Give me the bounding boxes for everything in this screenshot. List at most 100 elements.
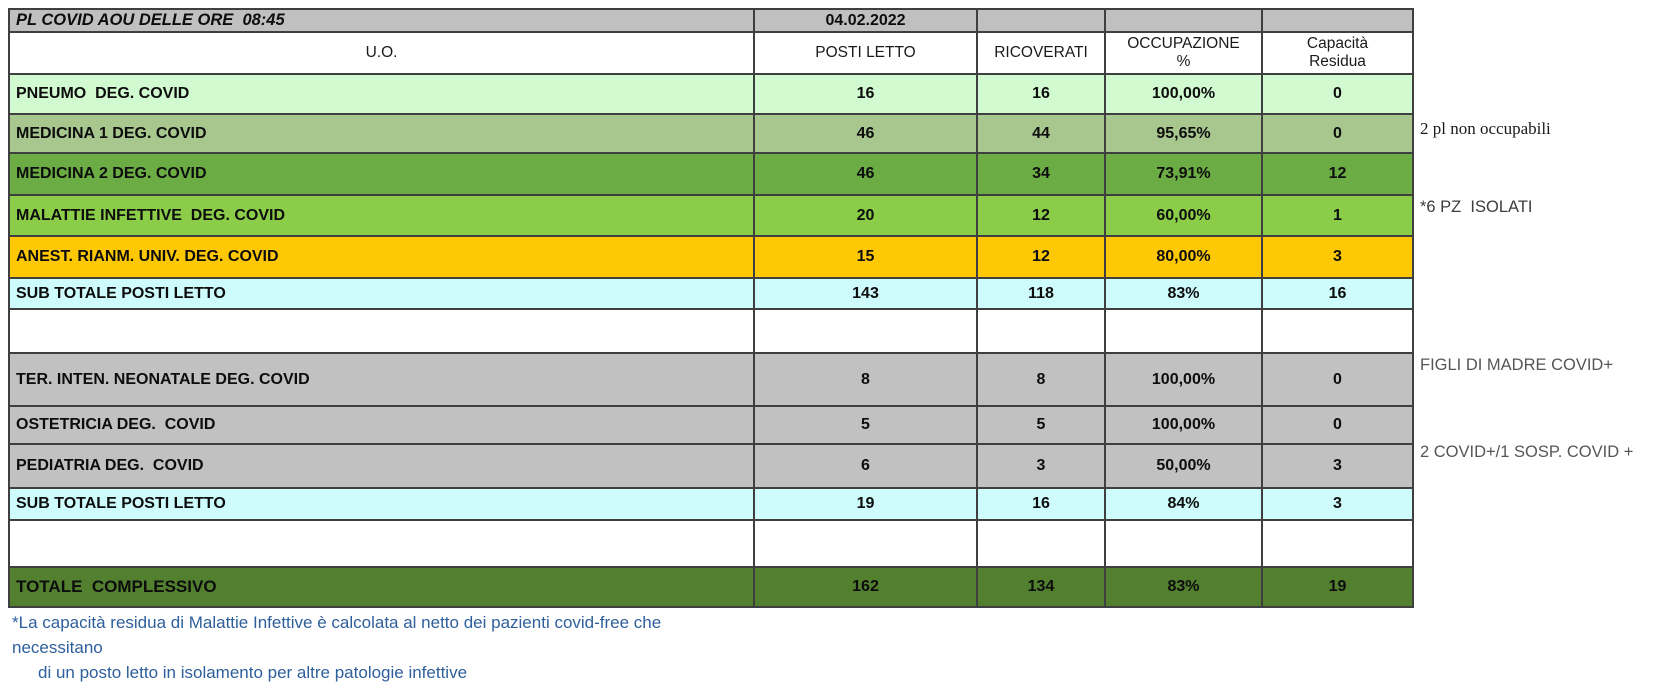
capacita-cell: 3 xyxy=(1333,457,1342,474)
table-header-row: U.O. POSTI LETTO RICOVERATI OCCUPAZIONE … xyxy=(10,33,1412,75)
table-row-totale-complessivo: TOTALE COMPLESSIVO 162 134 83% 19 xyxy=(10,568,1412,606)
uo-cell xyxy=(10,310,755,352)
note-pediatria: 2 COVID+/1 SOSP. COVID + xyxy=(1420,443,1634,461)
posti-letto-cell: 19 xyxy=(755,489,978,519)
uo-cell: PEDIATRIA DEG. COVID xyxy=(10,445,755,487)
capacita-cell: 12 xyxy=(1328,165,1347,182)
table-row-empty xyxy=(10,521,1412,568)
posti-letto-cell: 15 xyxy=(755,237,978,277)
posti-letto-cell: 8 xyxy=(755,354,978,405)
capacita-cell: 0 xyxy=(1333,370,1342,388)
occupazione-cell xyxy=(1106,310,1263,352)
capacita-cell: 19 xyxy=(1328,578,1347,595)
footnote: *La capacità residua di Malattie Infetti… xyxy=(12,610,661,685)
ricoverati-cell: 8 xyxy=(978,354,1106,405)
report-date: 04.02.2022 xyxy=(755,10,978,31)
capacita-cell xyxy=(1263,521,1412,566)
capacita-cell: 3 xyxy=(1333,495,1342,512)
ricoverati-cell: 16 xyxy=(978,489,1106,519)
table-row-malattie-infettive: MALATTIE INFETTIVE DEG. COVID 20 12 60,0… xyxy=(10,196,1412,237)
ricoverati-cell: 3 xyxy=(978,445,1106,487)
table-row-subtotale-2: SUB TOTALE POSTI LETTO 19 16 84% 3 xyxy=(10,489,1412,521)
uo-cell: MALATTIE INFETTIVE DEG. COVID xyxy=(10,196,755,235)
capacita-cell: 1 xyxy=(1333,206,1342,224)
note-neonatale: FIGLI DI MADRE COVID+ xyxy=(1420,356,1613,374)
uo-cell xyxy=(10,521,755,566)
occupazione-cell: 100,00% xyxy=(1106,354,1263,405)
uo-cell: PNEUMO DEG. COVID xyxy=(10,75,755,113)
occupazione-cell: 100,00% xyxy=(1106,407,1263,443)
occupazione-cell: 50,00% xyxy=(1106,445,1263,487)
uo-cell: SUB TOTALE POSTI LETTO xyxy=(10,279,755,308)
table-row-medicina-1: MEDICINA 1 DEG. COVID 46 44 95,65% 0 xyxy=(10,115,1412,154)
note-malattie-infettive: *6 PZ ISOLATI xyxy=(1420,198,1533,216)
capacita-cell: 16 xyxy=(1328,284,1347,302)
occupazione-cell: 95,65% xyxy=(1106,115,1263,152)
table-row-ostetricia: OSTETRICIA DEG. COVID 5 5 100,00% 0 xyxy=(10,407,1412,445)
posti-letto-cell: 5 xyxy=(755,407,978,443)
uo-cell: OSTETRICIA DEG. COVID xyxy=(10,407,755,443)
uo-cell: TOTALE COMPLESSIVO xyxy=(10,568,755,606)
occupazione-cell: 80,00% xyxy=(1106,237,1263,277)
col-header-uo: U.O. xyxy=(10,33,755,73)
uo-cell: MEDICINA 1 DEG. COVID xyxy=(10,115,755,152)
title-spacer-cell xyxy=(1106,10,1263,31)
posti-letto-cell: 20 xyxy=(755,196,978,235)
capacita-cell: 0 xyxy=(1333,124,1342,142)
note-medicina-1: 2 pl non occupabili xyxy=(1420,119,1551,138)
posti-letto-cell: 162 xyxy=(755,568,978,606)
ricoverati-cell xyxy=(978,310,1106,352)
uo-cell: MEDICINA 2 DEG. COVID xyxy=(10,154,755,194)
table-row-medicina-2: MEDICINA 2 DEG. COVID 46 34 73,91% 12 xyxy=(10,154,1412,196)
table-row-subtotale-1: SUB TOTALE POSTI LETTO 143 118 83% 16 xyxy=(10,279,1412,310)
table-row-ter-inten-neonatale: TER. INTEN. NEONATALE DEG. COVID 8 8 100… xyxy=(10,354,1412,407)
occupazione-cell: 100,00% xyxy=(1106,75,1263,113)
table-row-empty xyxy=(10,310,1412,354)
footnote-line-2: necessitano xyxy=(12,638,103,657)
uo-cell: ANEST. RIANM. UNIV. DEG. COVID xyxy=(10,237,755,277)
table-row-pneumo: PNEUMO DEG. COVID 16 16 100,00% 0 xyxy=(10,75,1412,115)
col-header-ricoverati: RICOVERATI xyxy=(978,33,1106,73)
ricoverati-cell: 16 xyxy=(978,75,1106,113)
covid-bed-table: PL COVID AOU DELLE ORE 08:45 04.02.2022 … xyxy=(8,8,1414,608)
table-row-title: PL COVID AOU DELLE ORE 08:45 04.02.2022 xyxy=(10,10,1412,33)
ricoverati-cell: 12 xyxy=(978,237,1106,277)
ricoverati-cell: 5 xyxy=(978,407,1106,443)
footnote-line-3: di un posto letto in isolamento per altr… xyxy=(38,663,468,682)
posti-letto-cell: 46 xyxy=(755,115,978,152)
table-row-pediatria: PEDIATRIA DEG. COVID 6 3 50,00% 3 xyxy=(10,445,1412,489)
title-spacer-cell xyxy=(978,10,1106,31)
ricoverati-cell: 134 xyxy=(978,568,1106,606)
title-spacer-cell xyxy=(1263,10,1412,31)
col-header-occupazione: OCCUPAZIONE % xyxy=(1106,33,1263,73)
footnote-line-1: *La capacità residua di Malattie Infetti… xyxy=(12,613,662,632)
report-title: PL COVID AOU DELLE ORE 08:45 xyxy=(10,10,755,31)
capacita-cell xyxy=(1263,310,1412,352)
col-header-capacita: Capacità Residua xyxy=(1306,35,1369,70)
ricoverati-cell: 12 xyxy=(978,196,1106,235)
uo-cell: TER. INTEN. NEONATALE DEG. COVID xyxy=(10,354,755,405)
uo-cell: SUB TOTALE POSTI LETTO xyxy=(10,489,755,519)
occupazione-cell xyxy=(1106,521,1263,566)
occupazione-cell: 73,91% xyxy=(1106,154,1263,194)
ricoverati-cell xyxy=(978,521,1106,566)
ricoverati-cell: 44 xyxy=(978,115,1106,152)
col-header-posti-letto: POSTI LETTO xyxy=(755,33,978,73)
ricoverati-cell: 118 xyxy=(978,279,1106,308)
occupazione-cell: 83% xyxy=(1106,568,1263,606)
posti-letto-cell: 16 xyxy=(755,75,978,113)
posti-letto-cell xyxy=(755,310,978,352)
posti-letto-cell: 6 xyxy=(755,445,978,487)
posti-letto-cell: 46 xyxy=(755,154,978,194)
occupazione-cell: 84% xyxy=(1106,489,1263,519)
capacita-cell: 3 xyxy=(1333,248,1342,265)
table-row-anest-rianm: ANEST. RIANM. UNIV. DEG. COVID 15 12 80,… xyxy=(10,237,1412,279)
posti-letto-cell: 143 xyxy=(755,279,978,308)
capacita-cell: 0 xyxy=(1333,85,1342,102)
ricoverati-cell: 34 xyxy=(978,154,1106,194)
capacita-cell: 0 xyxy=(1333,416,1342,433)
posti-letto-cell xyxy=(755,521,978,566)
occupazione-cell: 83% xyxy=(1106,279,1263,308)
occupazione-cell: 60,00% xyxy=(1106,196,1263,235)
